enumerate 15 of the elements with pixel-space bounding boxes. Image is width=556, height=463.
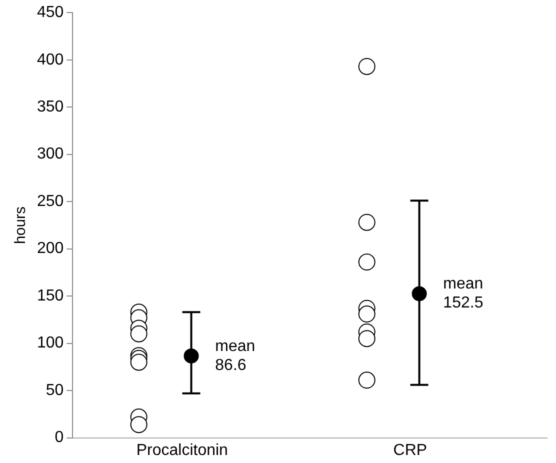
y-tick-label: 150	[36, 287, 64, 304]
annotation: mean 152.5	[443, 276, 484, 312]
y-tick-label: 400	[36, 51, 64, 68]
y-tick-label: 450	[36, 4, 64, 22]
y-tick-label: 350	[36, 98, 64, 116]
y-tick-label: 50	[46, 382, 64, 399]
y-tick-label: 100	[36, 334, 64, 352]
annotation: mean 86.6	[215, 338, 256, 374]
x-tick-label: CRP	[393, 442, 428, 459]
x-tick-label: Procalcitonin	[136, 442, 228, 459]
y-tick-label: 0	[54, 429, 64, 446]
y-tick-label: 250	[36, 192, 64, 210]
y-tick-label: 200	[36, 240, 64, 258]
y-tick-label: 300	[36, 146, 64, 163]
y-axis-title: hours	[12, 206, 30, 244]
